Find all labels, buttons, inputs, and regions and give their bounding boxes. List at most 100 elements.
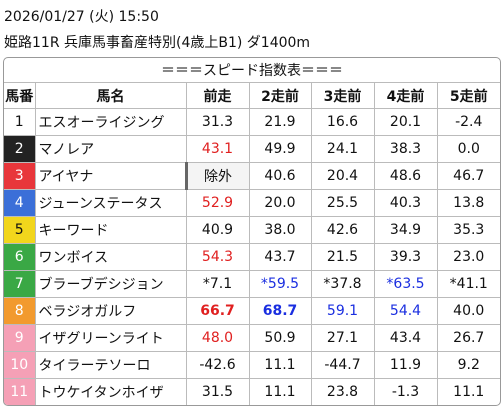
speed-index: 20.0 [248, 189, 312, 217]
speed-index: 43.4 [373, 324, 438, 352]
speed-table-box: ＝＝＝スピード指数表＝＝＝ 馬番 馬名 前走 2走前 3走前 4走前 5走前 1 エスオーライジ… [3, 57, 501, 406]
column-header: 4走前 [373, 82, 438, 109]
datetime: 2026/01/27 (火) 15:50 [4, 9, 159, 25]
speed-index: 59.1 [310, 297, 375, 325]
speed-index: 20.1 [373, 108, 438, 136]
horse-name: ジューンステータス [34, 189, 187, 217]
horse-name: キーワード [34, 216, 187, 244]
horse-row: 2 マノレア 43.1 49.9 24.1 38.3 0.0 [4, 135, 500, 163]
table-title: ＝＝＝スピード指数表＝＝＝ [161, 63, 343, 79]
horse-number: 5 [4, 216, 36, 244]
speed-index: 21.9 [248, 108, 312, 136]
speed-index: -1.3 [373, 378, 438, 405]
horse-name: マノレア [34, 135, 187, 163]
speed-index: 40.6 [248, 162, 312, 190]
speed-index: 11.1 [248, 378, 312, 405]
speed-index: 46.7 [436, 162, 500, 190]
speed-index: 除外 [184, 162, 250, 190]
horse-number: 4 [4, 189, 36, 217]
horse-row: 10 タイラーテソーロ -42.6 11.1 -44.7 11.9 9.2 [4, 351, 500, 379]
speed-index: 0.0 [436, 135, 500, 163]
speed-index: 49.9 [248, 135, 312, 163]
horse-row: 3 アイヤナ 除外 40.6 20.4 48.6 46.7 [4, 162, 500, 190]
speed-index: 48.0 [185, 324, 250, 352]
horse-name: エスオーライジング [34, 108, 187, 136]
speed-index: 52.9 [185, 189, 250, 217]
speed-index: *41.1 [436, 270, 500, 298]
speed-index: 25.5 [310, 189, 375, 217]
speed-index: 39.3 [373, 243, 438, 271]
horse-row: 1 エスオーライジング 31.3 21.9 16.6 20.1 -2.4 [4, 108, 500, 136]
speed-index: 40.9 [185, 216, 250, 244]
column-header: 5走前 [436, 82, 500, 109]
horse-number: 1 [4, 108, 36, 136]
horse-row: 8 ベラジオガルフ 66.7 68.7 59.1 54.4 40.0 [4, 297, 500, 325]
speed-index: -42.6 [185, 351, 250, 379]
horse-name: アイヤナ [34, 162, 187, 190]
race-title: 姫路11R 兵庫馬事畜産特別(4歳上B1) ダ1400m [4, 35, 311, 51]
speed-index: 27.1 [310, 324, 375, 352]
speed-index: 31.5 [185, 378, 250, 405]
horse-number: 3 [4, 162, 36, 190]
horse-name: タイラーテソーロ [34, 351, 187, 379]
column-header: 3走前 [310, 82, 375, 109]
horse-number: 9 [4, 324, 36, 352]
speed-index: 38.0 [248, 216, 312, 244]
speed-index: 23.8 [310, 378, 375, 405]
speed-index: 13.8 [436, 189, 500, 217]
column-header: 前走 [185, 82, 250, 109]
speed-index: 35.3 [436, 216, 500, 244]
speed-index: 68.7 [248, 297, 312, 325]
horse-row: 7 ブラーブデシジョン *7.1 *59.5 *37.8 *63.5 *41.1 [4, 270, 500, 298]
horse-row: 4 ジューンステータス 52.9 20.0 25.5 40.3 13.8 [4, 189, 500, 217]
speed-index: 48.6 [373, 162, 438, 190]
horse-name: ベラジオガルフ [34, 297, 187, 325]
speed-index: -2.4 [436, 108, 500, 136]
speed-index: 20.4 [310, 162, 375, 190]
speed-index: 26.7 [436, 324, 500, 352]
horse-row: 11 トウケイタンホイザ 31.5 11.1 23.8 -1.3 11.1 [4, 378, 500, 405]
speed-index: 16.6 [310, 108, 375, 136]
speed-index: -44.7 [310, 351, 375, 379]
speed-index: 54.3 [185, 243, 250, 271]
speed-index: 11.1 [436, 378, 500, 405]
speed-index: 50.9 [248, 324, 312, 352]
speed-index: 21.5 [310, 243, 375, 271]
speed-index: 31.3 [185, 108, 250, 136]
horse-number: 7 [4, 270, 36, 298]
speed-index: 43.7 [248, 243, 312, 271]
speed-index: 9.2 [436, 351, 500, 379]
speed-index: *37.8 [310, 270, 375, 298]
speed-table: ＝＝＝スピード指数表＝＝＝ 馬番 馬名 前走 2走前 3走前 4走前 5走前 1 エスオーライジ… [4, 58, 500, 405]
speed-index: *63.5 [373, 270, 438, 298]
speed-index: 38.3 [373, 135, 438, 163]
speed-index: 11.9 [373, 351, 438, 379]
column-header: 馬番 [4, 82, 36, 109]
speed-index: 11.1 [248, 351, 312, 379]
speed-index: 34.9 [373, 216, 438, 244]
horse-number: 2 [4, 135, 36, 163]
speed-index: 42.6 [310, 216, 375, 244]
speed-index: *59.5 [248, 270, 312, 298]
horse-row: 6 ワンボイス 54.3 43.7 21.5 39.3 23.0 [4, 243, 500, 271]
horse-name: トウケイタンホイザ [34, 378, 187, 405]
column-header: 2走前 [248, 82, 312, 109]
speed-index: 40.3 [373, 189, 438, 217]
speed-index: 23.0 [436, 243, 500, 271]
horse-name: ワンボイス [34, 243, 187, 271]
horse-number: 6 [4, 243, 36, 271]
speed-index: 24.1 [310, 135, 375, 163]
horse-name: イザグリーンライト [34, 324, 187, 352]
horse-row: 5 キーワード 40.9 38.0 42.6 34.9 35.3 [4, 216, 500, 244]
horse-number: 10 [4, 351, 36, 379]
speed-index: *7.1 [185, 270, 250, 298]
speed-index: 43.1 [185, 135, 250, 163]
speed-index: 54.4 [373, 297, 438, 325]
speed-index: 40.0 [436, 297, 500, 325]
header-row: 馬番 馬名 前走 2走前 3走前 4走前 5走前 [4, 82, 500, 109]
speed-index: 66.7 [185, 297, 250, 325]
horse-row: 9 イザグリーンライト 48.0 50.9 27.1 43.4 26.7 [4, 324, 500, 352]
horse-number: 8 [4, 297, 36, 325]
horse-number: 11 [4, 378, 36, 405]
